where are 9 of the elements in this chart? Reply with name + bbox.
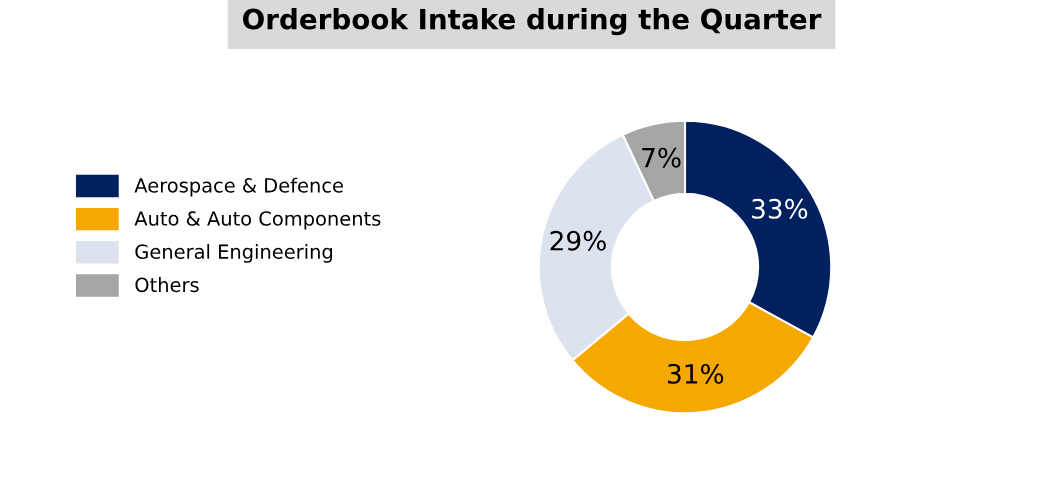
- data-label: 29%: [550, 230, 606, 251]
- data-label: 7%: [642, 147, 681, 168]
- chart-title: Orderbook Intake during the Quarter: [243, 8, 822, 36]
- data-label: 33%: [752, 198, 808, 219]
- legend-label: General Engineering: [135, 243, 333, 263]
- data-label: 31%: [668, 363, 724, 384]
- legend-label: Auto & Auto Components: [134, 211, 381, 230]
- legend-label: Others: [135, 277, 199, 293]
- legend-label: Aerospace & Defence: [134, 177, 343, 197]
